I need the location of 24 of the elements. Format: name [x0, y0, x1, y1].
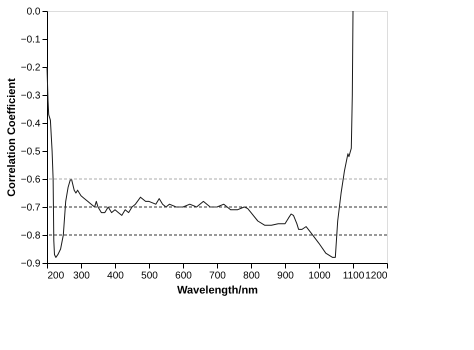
- y-tick-label: −0.4: [20, 118, 41, 130]
- y-tick-label: −0.9: [20, 258, 41, 270]
- y-tick-label: −0.6: [20, 174, 41, 186]
- x-tick-label: 200: [48, 270, 65, 282]
- line-series: [46, 10, 354, 258]
- y-axis-title: Correlation Coefficient: [6, 78, 18, 197]
- x-tick-label: 800: [243, 270, 260, 282]
- x-axis-title: Wavelength/nm: [177, 284, 258, 296]
- x-tick-label: 700: [209, 270, 226, 282]
- x-tick-label: 400: [107, 270, 124, 282]
- x-tick-label: 900: [277, 270, 294, 282]
- y-tick-label: 0.0: [26, 6, 41, 18]
- x-tick-label: 500: [141, 270, 158, 282]
- x-tick-label: 600: [175, 270, 192, 282]
- y-tick-label: −0.5: [20, 146, 41, 158]
- x-tick-label: 300: [73, 270, 90, 282]
- y-tick-label: −0.2: [20, 62, 41, 74]
- y-tick-label: −0.3: [20, 90, 41, 102]
- y-tick-label: −0.1: [20, 34, 41, 46]
- x-tick-label: 1000: [308, 270, 332, 282]
- y-tick-label: −0.7: [20, 202, 41, 214]
- y-tick-label: −0.8: [20, 230, 41, 242]
- x-tick-label: 1100: [342, 270, 365, 282]
- x-tick-label: 1200: [365, 270, 388, 282]
